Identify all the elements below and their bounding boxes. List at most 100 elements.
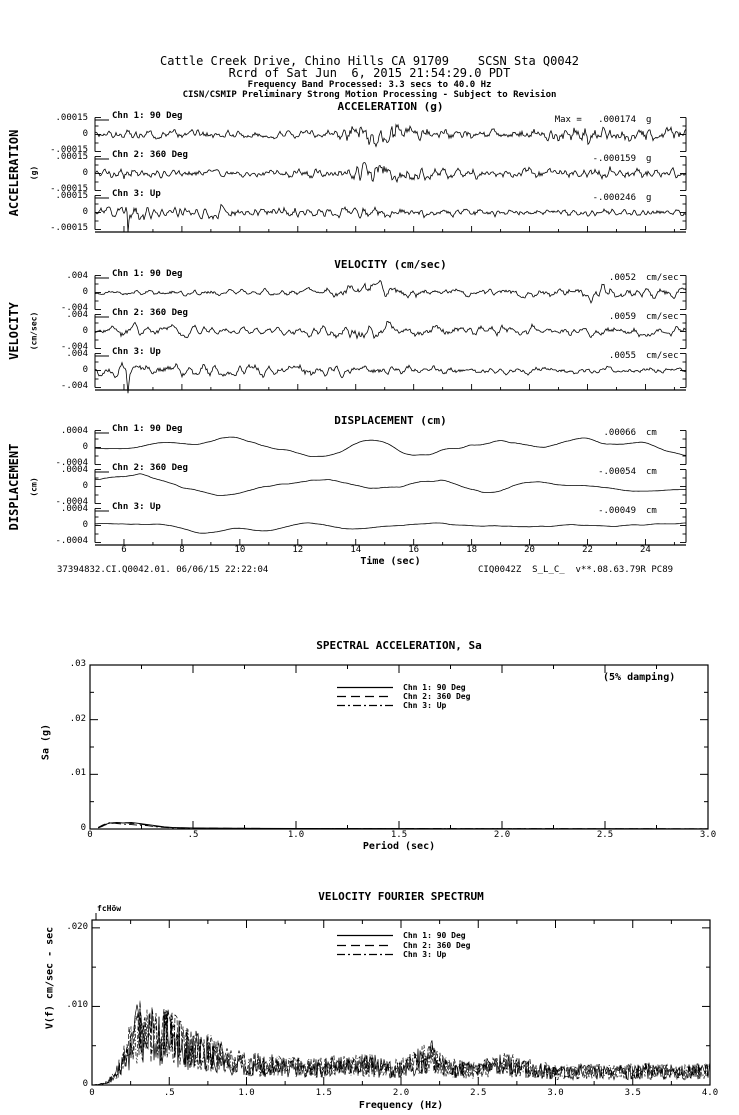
tick-label: 0 (82, 206, 88, 217)
tick-label: -.0004 (55, 535, 88, 546)
tick-label: 0 (82, 519, 88, 530)
tick-label: 2.5 (596, 830, 614, 840)
sa-ylabel: Sa (g) (40, 723, 52, 761)
tick-label: 3.0 (547, 1088, 564, 1098)
peak-value: -.000246 (592, 193, 636, 203)
tick-label: -.004 (60, 302, 88, 313)
tick-label: 0 (82, 128, 88, 139)
acceleration-title: ACCELERATION (g) (337, 100, 444, 113)
sa-curve-ch2 (98, 821, 709, 830)
tick-label: 0 (87, 830, 93, 840)
tick-label: 0 (82, 364, 88, 375)
tick-label: 0 (82, 1079, 88, 1090)
tick-label: .0004 (60, 464, 88, 475)
tick-label: -.00015 (50, 222, 88, 233)
peak-value: .0055 (608, 351, 636, 361)
tick-label: 24 (640, 545, 651, 555)
displacement-ylabel: DISPLACEMENT (7, 443, 21, 531)
channel-label: Chn 1: 90 Deg (112, 111, 183, 121)
header-band-line: Frequency Band Processed: 3.3 secs to 40… (247, 80, 492, 90)
channel-label: Chn 3: Up (112, 189, 161, 199)
sa-title: SPECTRAL ACCELERATION, Sa (316, 639, 482, 652)
tick-label: -.0004 (55, 457, 88, 468)
waveform-acceleration_time_series-ch2 (94, 162, 687, 184)
sa-curve-ch3 (97, 821, 708, 830)
fourier-curve-ch2 (92, 1001, 711, 1086)
fourier-title: VELOCITY FOURIER SPECTRUM (318, 890, 484, 903)
peak-unit: cm (646, 428, 657, 438)
channel-label: Chn 1: 90 Deg (112, 269, 183, 279)
tick-label: -.00015 (50, 144, 88, 155)
tick-label: 20 (524, 545, 535, 555)
fourier-legend-label: Chn 2: 360 Deg (403, 941, 471, 950)
tick-label: 16 (408, 545, 420, 555)
velocity-title: VELOCITY (cm/sec) (334, 258, 447, 271)
tick-label: -.004 (60, 341, 88, 352)
header-station-line: Cattle Creek Drive, Chino Hills CA 91709… (159, 54, 580, 68)
time-axis-label: Time (sec) (360, 556, 421, 567)
waveform-velocity_time_series-ch3 (94, 361, 687, 394)
fourier-ylabel: V(f) cm/sec - sec (44, 926, 56, 1030)
tick-label: 14 (350, 545, 362, 555)
acceleration-ylabel: ACCELERATION (7, 129, 21, 217)
tick-label: 3.5 (624, 1088, 641, 1098)
peak-unit: cm (646, 506, 657, 516)
fourier-curve-ch1 (91, 1004, 711, 1086)
tick-label: 1.0 (238, 1088, 255, 1098)
channel-label: Chn 2: 360 Deg (112, 463, 188, 473)
header-record-line: Rcrd of Sat Jun 6, 2015 21:54:29.0 PDT (228, 66, 511, 80)
sa-legend-label: Chn 1: 90 Deg (403, 683, 466, 692)
tick-label: .004 (66, 348, 88, 359)
tick-label: .004 (66, 309, 88, 320)
sa-xlabel: Period (sec) (362, 841, 436, 852)
waveform-displacement_time_series-ch1 (94, 436, 687, 457)
tick-label: 0 (82, 325, 88, 336)
displacement-title: DISPLACEMENT (cm) (334, 414, 447, 427)
fc-marker-label: fcHöw (97, 904, 122, 913)
footer-record-id: 37394832.CI.Q0042.01. 06/06/15 22:22:04 (57, 565, 269, 575)
tick-label: 1.0 (287, 830, 305, 840)
tick-label: 4.0 (701, 1088, 719, 1098)
velocity-ylabel: VELOCITY (7, 302, 21, 360)
tick-label: 2.0 (392, 1088, 410, 1098)
peak-unit: g (646, 154, 652, 164)
header-disclaimer-line: CISN/CSMIP Preliminary Strong Motion Pro… (182, 90, 557, 100)
tick-label: -.004 (60, 380, 88, 391)
tick-label: 12 (292, 545, 304, 555)
peak-value: .0059 (608, 312, 636, 322)
fourier-xlabel: Frequency (Hz) (358, 1100, 444, 1111)
channel-label: Chn 3: Up (112, 502, 161, 512)
tick-label: -.00015 (50, 183, 88, 194)
tick-label: 0 (82, 167, 88, 178)
peak-value: -.00054 (598, 467, 636, 477)
peak-value: .00066 (603, 428, 636, 438)
footer-processing-id: CIQ0042Z S_L_C_ v**.08.63.79R PC89 (478, 565, 674, 575)
fourier-legend-label: Chn 1: 90 Deg (403, 931, 466, 940)
tick-label: .0004 (60, 425, 88, 436)
tick-label: .01 (69, 768, 86, 779)
tick-label: 2.0 (493, 830, 511, 840)
tick-label: .03 (69, 659, 86, 670)
peak-unit: g (646, 193, 652, 203)
tick-label: .5 (187, 830, 199, 840)
sa-legend-label: Chn 3: Up (403, 701, 447, 710)
tick-label: .0004 (60, 503, 88, 514)
peak-value: .0052 (608, 273, 636, 283)
tick-label: 2.5 (470, 1088, 487, 1098)
tick-label: 3.0 (699, 830, 717, 840)
peak-value: Max = .000174 (554, 115, 636, 125)
channel-label: Chn 2: 360 Deg (112, 150, 188, 160)
tick-label: .02 (69, 713, 86, 724)
tick-label: 18 (466, 545, 478, 555)
tick-label: 8 (179, 545, 185, 555)
tick-label: .5 (163, 1088, 175, 1098)
tick-label: 10 (234, 545, 246, 555)
channel-label: Chn 1: 90 Deg (112, 424, 183, 434)
tick-label: 0 (82, 441, 88, 452)
channel-label: Chn 2: 360 Deg (112, 308, 188, 318)
waveform-acceleration_time_series-ch1 (95, 123, 687, 148)
tick-label: .00015 (55, 112, 88, 123)
tick-label: .020 (66, 921, 88, 932)
